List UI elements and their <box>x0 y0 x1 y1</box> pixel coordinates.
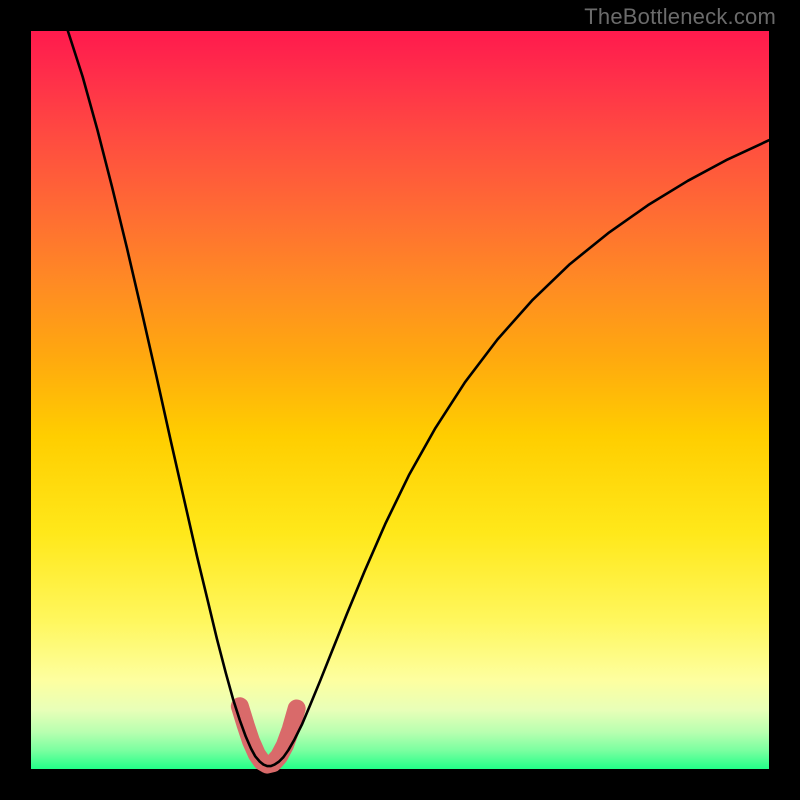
highlight-u-curve <box>240 706 297 764</box>
plot-area <box>31 31 769 769</box>
curve-layer <box>31 31 769 769</box>
bottleneck-curve <box>68 31 769 766</box>
watermark-text: TheBottleneck.com <box>584 4 776 30</box>
chart-frame: TheBottleneck.com <box>0 0 800 800</box>
